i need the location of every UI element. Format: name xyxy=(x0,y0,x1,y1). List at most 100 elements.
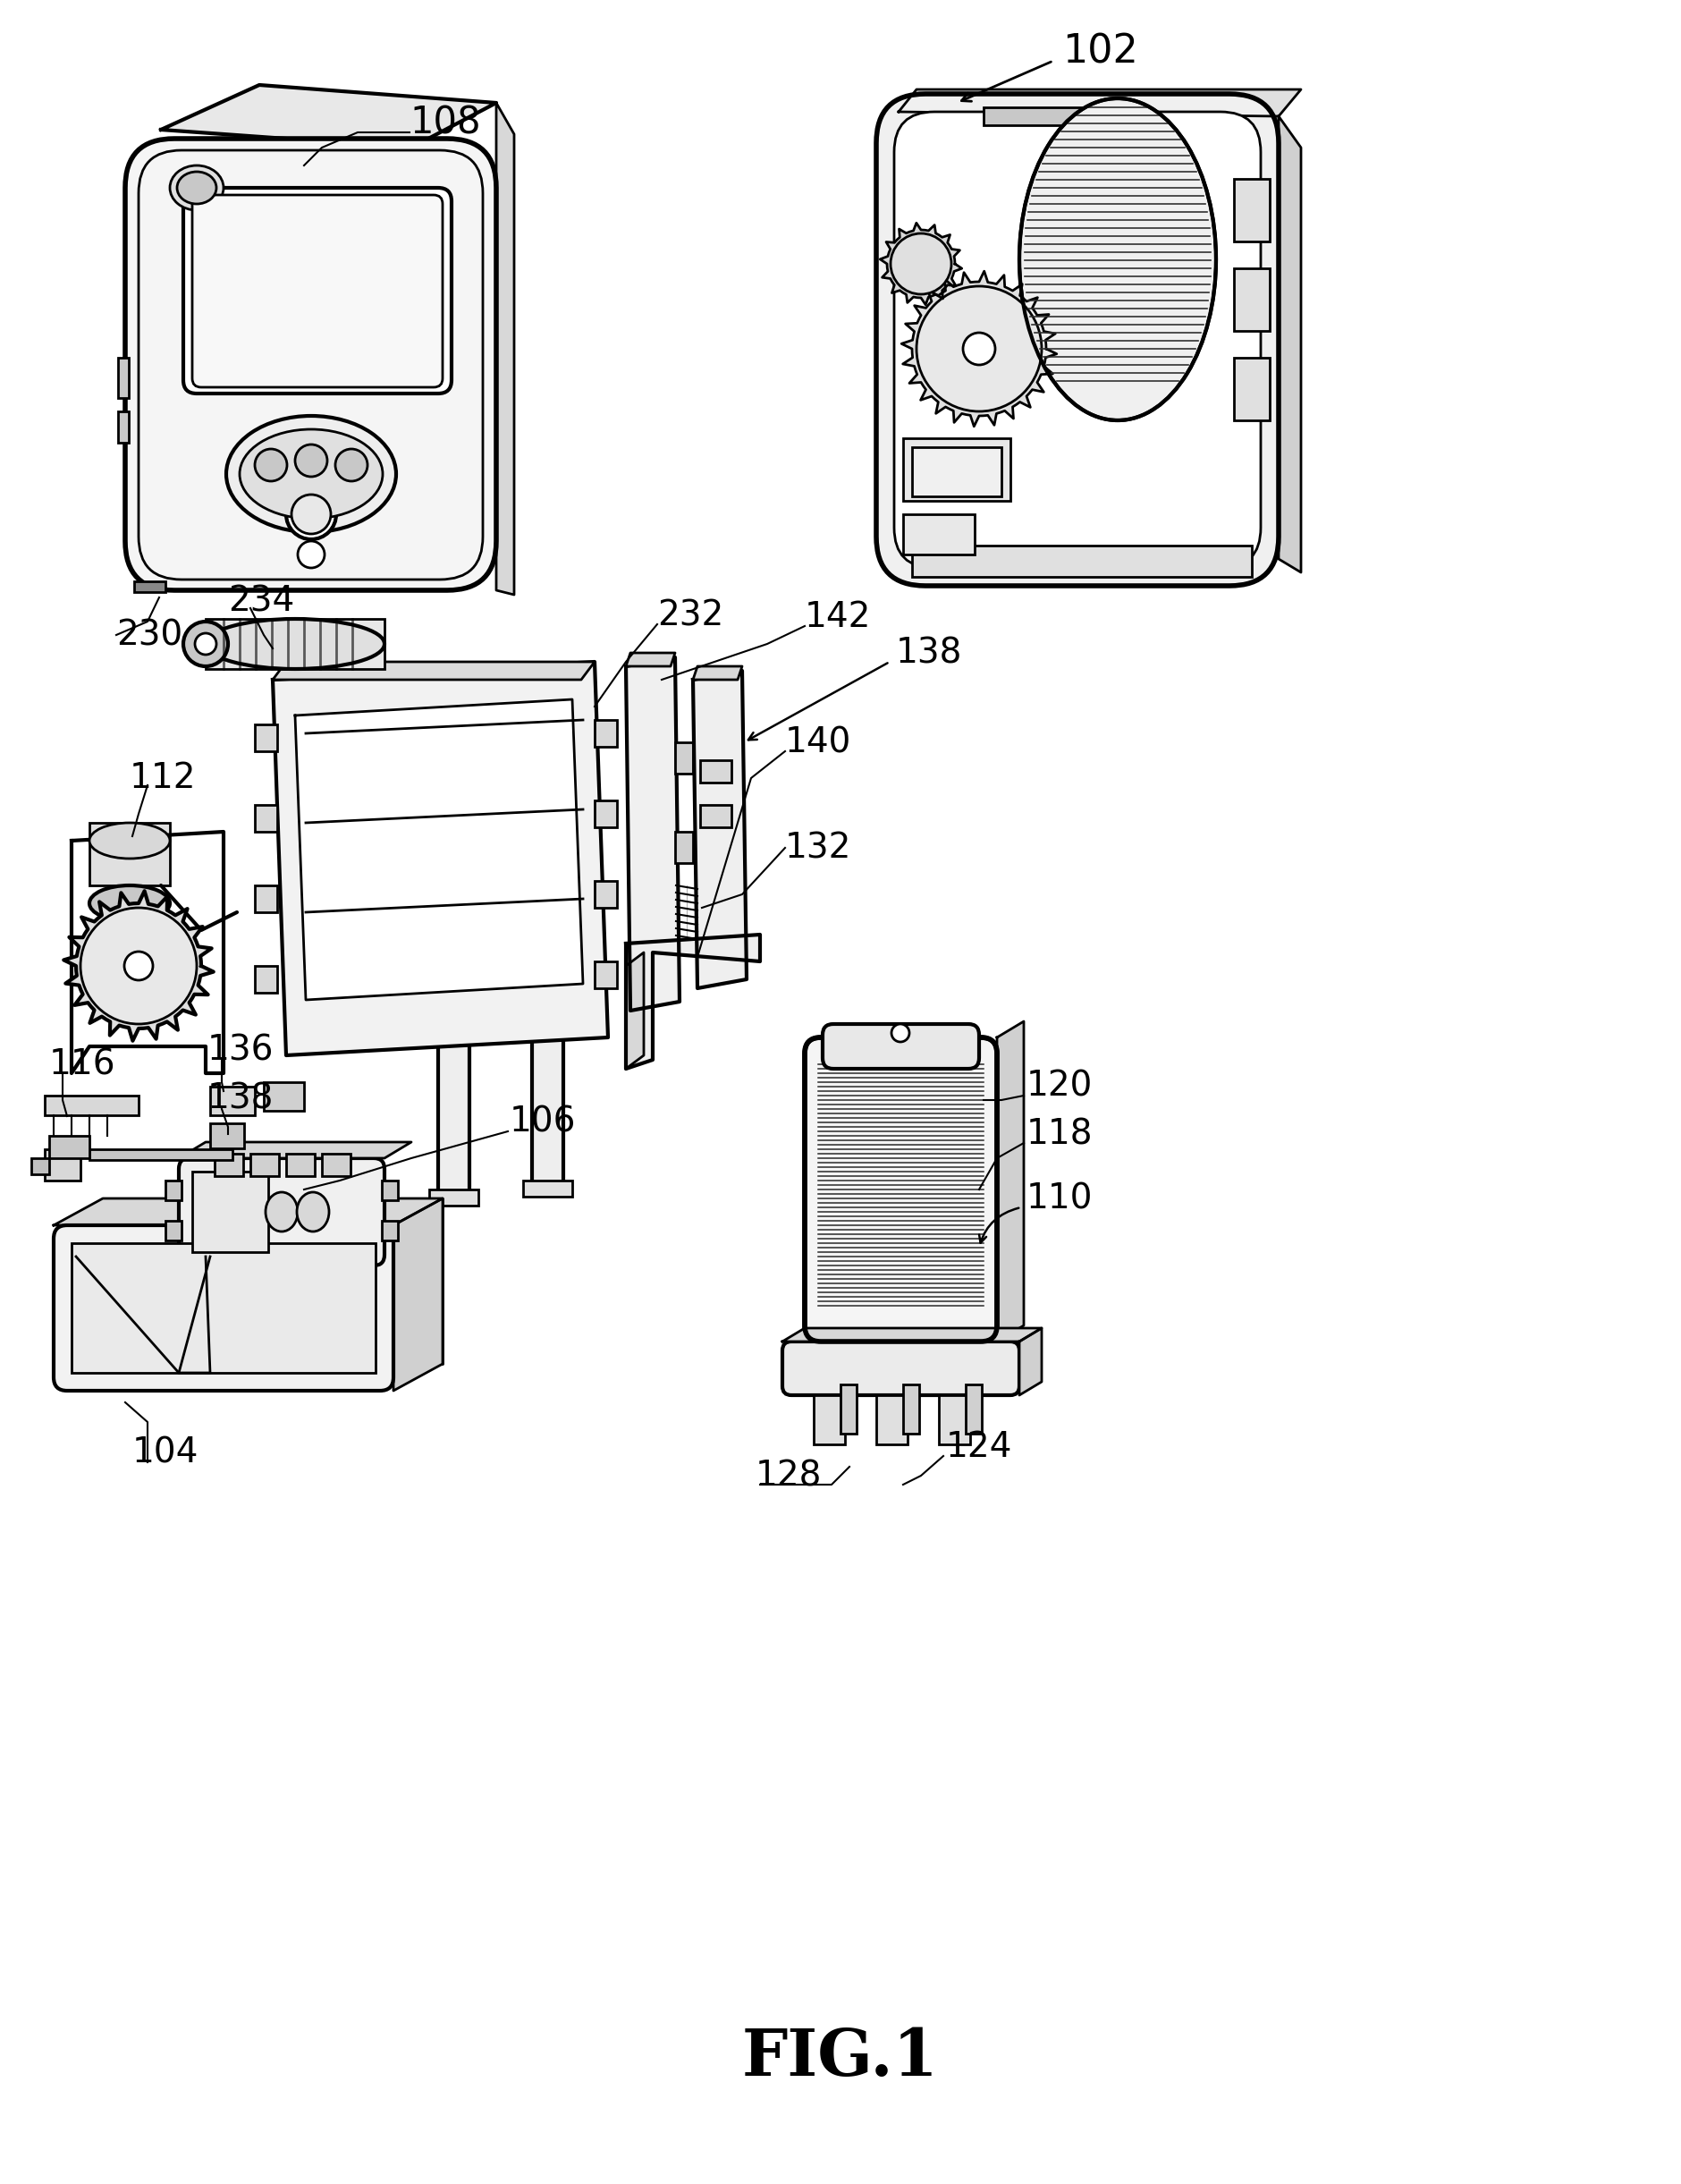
Bar xyxy=(32,1158,49,1175)
Ellipse shape xyxy=(335,450,368,480)
Bar xyxy=(72,1243,375,1374)
Text: FIG.1: FIG.1 xyxy=(743,2025,938,2088)
Polygon shape xyxy=(1279,116,1301,572)
Bar xyxy=(89,823,170,885)
Polygon shape xyxy=(54,1199,442,1225)
Text: 232: 232 xyxy=(657,598,723,633)
Bar xyxy=(89,1149,232,1160)
Polygon shape xyxy=(625,657,679,1011)
Text: 108: 108 xyxy=(410,105,481,142)
Circle shape xyxy=(81,909,197,1024)
Bar xyxy=(382,1182,398,1201)
FancyBboxPatch shape xyxy=(805,1037,997,1341)
Text: 120: 120 xyxy=(1027,1070,1093,1103)
Bar xyxy=(531,994,563,1190)
Text: 128: 128 xyxy=(755,1459,822,1492)
Polygon shape xyxy=(1019,1328,1042,1396)
Text: 142: 142 xyxy=(805,601,871,633)
Text: 112: 112 xyxy=(129,760,197,795)
Bar xyxy=(903,513,975,555)
Circle shape xyxy=(124,952,153,981)
FancyBboxPatch shape xyxy=(894,111,1261,568)
Polygon shape xyxy=(693,670,746,987)
Ellipse shape xyxy=(205,618,385,668)
Bar xyxy=(699,760,731,782)
Bar xyxy=(134,581,165,592)
Bar xyxy=(429,1190,479,1206)
Text: 110: 110 xyxy=(1027,1182,1093,1216)
Bar xyxy=(439,948,568,978)
Bar xyxy=(49,1136,89,1158)
Bar xyxy=(595,721,617,747)
Bar xyxy=(676,832,693,863)
Bar xyxy=(264,1081,304,1112)
Polygon shape xyxy=(272,662,609,1055)
Circle shape xyxy=(298,542,324,568)
Text: 118: 118 xyxy=(1027,1116,1093,1151)
Bar xyxy=(256,806,277,832)
Ellipse shape xyxy=(89,823,170,858)
Text: 106: 106 xyxy=(509,1105,577,1140)
Bar xyxy=(321,1153,351,1175)
Bar xyxy=(205,618,385,668)
Ellipse shape xyxy=(298,1192,329,1232)
FancyBboxPatch shape xyxy=(178,1158,385,1265)
Circle shape xyxy=(891,1024,909,1042)
Polygon shape xyxy=(393,1199,442,1391)
Bar xyxy=(1234,179,1269,242)
Polygon shape xyxy=(178,1142,412,1158)
Circle shape xyxy=(963,332,995,365)
Bar xyxy=(45,1149,81,1182)
Bar xyxy=(215,1153,244,1175)
Bar xyxy=(1234,269,1269,332)
Bar xyxy=(165,1182,182,1201)
Circle shape xyxy=(286,489,336,539)
FancyBboxPatch shape xyxy=(124,138,496,590)
Polygon shape xyxy=(296,699,583,1000)
Text: 104: 104 xyxy=(133,1437,198,1470)
FancyBboxPatch shape xyxy=(183,188,452,393)
Ellipse shape xyxy=(205,618,385,668)
Bar xyxy=(965,1385,982,1433)
FancyBboxPatch shape xyxy=(192,194,442,387)
Bar xyxy=(210,1088,256,1116)
Bar xyxy=(913,546,1252,577)
Circle shape xyxy=(891,234,951,295)
Ellipse shape xyxy=(1019,98,1215,419)
Text: 234: 234 xyxy=(229,583,294,618)
Polygon shape xyxy=(693,666,741,679)
Ellipse shape xyxy=(170,166,224,210)
Bar xyxy=(676,743,693,773)
Polygon shape xyxy=(625,952,644,1068)
Bar xyxy=(814,1396,846,1444)
Bar xyxy=(699,806,731,828)
Text: 138: 138 xyxy=(896,636,963,670)
Circle shape xyxy=(183,622,229,666)
Bar xyxy=(595,880,617,909)
Polygon shape xyxy=(161,85,496,149)
Polygon shape xyxy=(496,103,514,594)
Polygon shape xyxy=(782,1328,1042,1341)
Polygon shape xyxy=(881,223,962,306)
FancyBboxPatch shape xyxy=(782,1341,1019,1396)
Text: 140: 140 xyxy=(785,725,852,760)
Text: 116: 116 xyxy=(49,1048,116,1081)
FancyBboxPatch shape xyxy=(822,1024,978,1068)
Bar xyxy=(192,1171,269,1251)
Text: 230: 230 xyxy=(116,618,183,653)
Bar xyxy=(913,448,1002,496)
Bar xyxy=(382,1221,398,1241)
Bar xyxy=(286,1153,314,1175)
Text: 102: 102 xyxy=(1062,33,1138,72)
Bar xyxy=(118,411,129,443)
Ellipse shape xyxy=(296,446,328,476)
Ellipse shape xyxy=(227,415,397,533)
Bar xyxy=(256,965,277,994)
Bar xyxy=(523,1182,572,1197)
Text: 124: 124 xyxy=(946,1431,1012,1463)
Bar xyxy=(256,885,277,913)
Bar xyxy=(940,1396,970,1444)
Bar xyxy=(118,358,129,397)
Circle shape xyxy=(916,286,1042,411)
Bar xyxy=(1234,358,1269,419)
